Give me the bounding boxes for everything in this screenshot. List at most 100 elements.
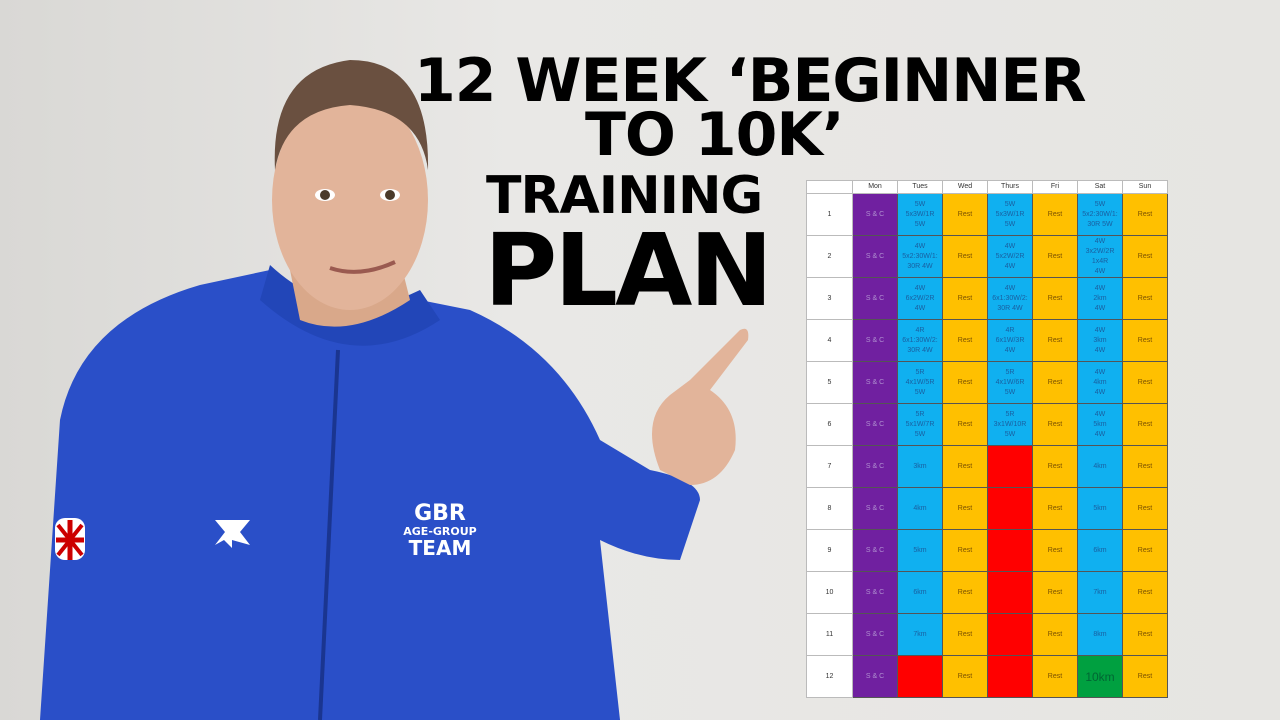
plan-cell: S & C — [852, 571, 898, 614]
plan-cell: Rest — [1032, 277, 1078, 320]
plan-cell: S & C — [852, 277, 898, 320]
plan-cell: Rest — [1122, 655, 1168, 698]
plan-cell: 4W 5km 4W — [1077, 403, 1123, 446]
plan-cell: Rest — [1032, 487, 1078, 530]
plan-cell: Rest — [1032, 361, 1078, 404]
plan-cell: 4R 6x1:30W/2: 30R 4W — [897, 319, 943, 362]
column-header: Wed — [942, 180, 988, 194]
plan-cell: 4W 5x2:30W/1: 30R 4W — [897, 235, 943, 278]
week-number-cell: 5 — [806, 361, 853, 404]
plan-cell: 6km — [1077, 529, 1123, 572]
title-line-4: PLAN — [484, 212, 773, 329]
week-number-cell: 10 — [806, 571, 853, 614]
plan-cell: 6km — [897, 571, 943, 614]
plan-cell — [897, 655, 943, 698]
plan-cell: Rest — [942, 319, 988, 362]
column-header: Sun — [1122, 180, 1168, 194]
week-number-cell: 8 — [806, 487, 853, 530]
title-line-2: TO 10K’ — [585, 100, 845, 170]
plan-cell: Rest — [942, 403, 988, 446]
week-number-cell: 4 — [806, 319, 853, 362]
plan-cell: 7km — [897, 613, 943, 656]
plan-cell: Rest — [942, 613, 988, 656]
plan-cell: Rest — [1122, 571, 1168, 614]
title-line-1: 12 WEEK ‘BEGINNER — [414, 46, 1087, 116]
plan-cell — [987, 445, 1033, 488]
plan-cell: Rest — [942, 277, 988, 320]
week-number-cell: 3 — [806, 277, 853, 320]
plan-cell: 7km — [1077, 571, 1123, 614]
hair — [274, 60, 429, 170]
table-row: 11 S & C 7km Rest Rest 8km Rest — [806, 613, 1168, 656]
brand-logo — [215, 520, 250, 548]
plan-cell: 10km — [1077, 655, 1123, 698]
pointing-hand — [652, 328, 749, 485]
plan-cell: S & C — [852, 529, 898, 572]
plan-cell: Rest — [1122, 361, 1168, 404]
plan-cell: Rest — [942, 529, 988, 572]
plan-cell: Rest — [1122, 319, 1168, 362]
plan-cell: Rest — [1122, 235, 1168, 278]
plan-cell: S & C — [852, 403, 898, 446]
jacket-text-2: AGE-GROUP — [403, 525, 476, 538]
column-header: Fri — [1032, 180, 1078, 194]
plan-cell: 5R 3x1W/10R 5W — [987, 403, 1033, 446]
column-header: Sat — [1077, 180, 1123, 194]
plan-cell: 4km — [897, 487, 943, 530]
plan-cell: Rest — [942, 571, 988, 614]
plan-cell: 4km — [1077, 445, 1123, 488]
week-number-cell: 7 — [806, 445, 853, 488]
plan-cell: S & C — [852, 235, 898, 278]
plan-cell: 4R 6x1W/3R 4W — [987, 319, 1033, 362]
plan-cell: Rest — [1122, 613, 1168, 656]
plan-cell: Rest — [942, 235, 988, 278]
plan-cell: S & C — [852, 319, 898, 362]
table-row: 12 S & C Rest Rest 10km Rest — [806, 655, 1168, 698]
plan-cell: 5W 5x2:30W/1: 30R 5W — [1077, 193, 1123, 236]
plan-cell: Rest — [1032, 193, 1078, 236]
plan-cell: S & C — [852, 445, 898, 488]
plan-cell: Rest — [942, 655, 988, 698]
plan-cell: 4W 3x2W/2R 1x4R 4W — [1077, 235, 1123, 278]
table-row: 10 S & C 6km Rest Rest 7km Rest — [806, 571, 1168, 614]
plan-cell — [987, 571, 1033, 614]
plan-cell: 4W 5x2W/2R 4W — [987, 235, 1033, 278]
plan-cell: Rest — [1032, 529, 1078, 572]
plan-cell: 5R 4x1W/5R 5W — [897, 361, 943, 404]
column-header: Mon — [852, 180, 898, 194]
plan-cell: Rest — [942, 193, 988, 236]
plan-cell: Rest — [1032, 445, 1078, 488]
week-number-cell: 6 — [806, 403, 853, 446]
plan-cell: 5km — [1077, 487, 1123, 530]
title-line-3: TRAINING — [486, 166, 763, 226]
column-header — [806, 180, 853, 194]
plan-cell — [987, 487, 1033, 530]
plan-cell: 4W 6x2W/2R 4W — [897, 277, 943, 320]
plan-cell: 4W 4km 4W — [1077, 361, 1123, 404]
plan-cell: 5W 5x3W/1R 5W — [897, 193, 943, 236]
plan-cell: Rest — [1122, 529, 1168, 572]
face — [272, 90, 428, 310]
week-number-cell: 12 — [806, 655, 853, 698]
plan-cell: 8km — [1077, 613, 1123, 656]
plan-cell: Rest — [1032, 403, 1078, 446]
plan-cell: 3km — [897, 445, 943, 488]
plan-cell: 5R 5x1W/7R 5W — [897, 403, 943, 446]
plan-cell: Rest — [942, 487, 988, 530]
plan-cell: Rest — [942, 361, 988, 404]
plan-cell: S & C — [852, 193, 898, 236]
column-header: Thurs — [987, 180, 1033, 194]
plan-cell: S & C — [852, 361, 898, 404]
presenter-photo: GBR AGE-GROUP TEAM — [40, 60, 749, 720]
plan-cell — [987, 529, 1033, 572]
jacket-text-3: TEAM — [409, 536, 472, 560]
week-number-cell: 11 — [806, 613, 853, 656]
